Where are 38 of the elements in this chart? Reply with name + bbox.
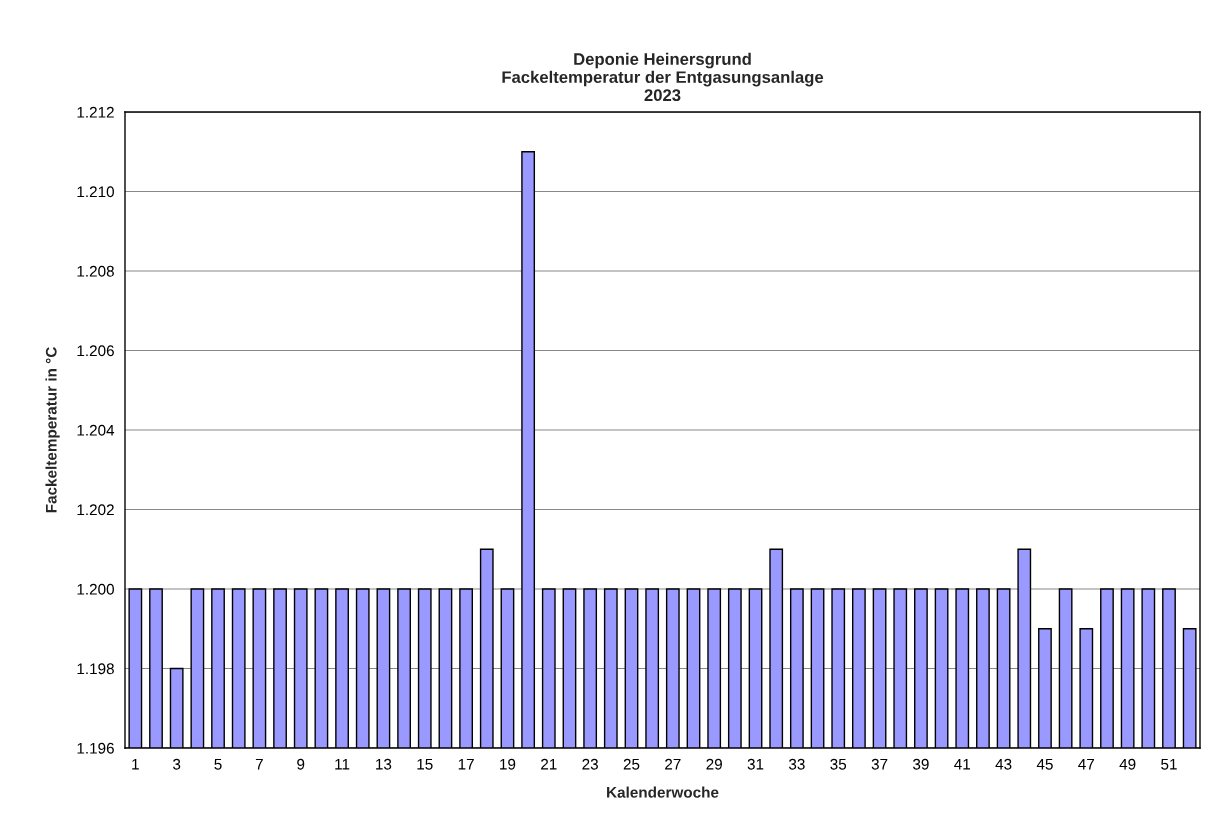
- x-tick-label: 15: [417, 758, 433, 770]
- x-tick-label: 47: [1078, 758, 1095, 770]
- x-tick-label: 17: [458, 758, 474, 770]
- x-tick-label: 35: [830, 758, 847, 770]
- x-tick-label: 21: [541, 758, 557, 770]
- x-tick-label: 1: [132, 758, 139, 770]
- x-tick-label: 3: [173, 758, 181, 770]
- y-tick-label: 1.196: [77, 742, 114, 754]
- x-tick-label: 11: [335, 758, 350, 770]
- x-tick-label: 51: [1161, 758, 1177, 770]
- y-tick-label: 1.202: [77, 504, 114, 516]
- y-tick-label: 1.212: [77, 106, 114, 118]
- x-tick-label: 37: [871, 758, 888, 770]
- x-tick-label: 33: [788, 758, 805, 770]
- y-axis-title: Fackeltemperatur in °C: [45, 347, 60, 513]
- y-tick-label: 1.204: [77, 424, 115, 436]
- x-axis-title: Kalenderwoche: [607, 786, 719, 798]
- x-tick-label: 29: [706, 758, 722, 770]
- x-tick-label: 39: [913, 758, 929, 770]
- x-tick-label: 41: [954, 758, 971, 770]
- x-tick-label: 49: [1119, 758, 1136, 770]
- y-tick-label: 1.208: [77, 265, 114, 277]
- y-tick-label: 1.210: [77, 186, 114, 198]
- x-tick-label: 31: [747, 758, 764, 770]
- y-tick-label: 1.200: [77, 583, 114, 595]
- x-tick-label: 19: [500, 758, 516, 770]
- y-tick-label: 1.206: [77, 345, 114, 357]
- x-tick-label: 5: [214, 758, 222, 770]
- x-tick-label: 27: [665, 758, 681, 770]
- x-tick-label: 9: [297, 758, 305, 770]
- y-tick-label: 1.198: [77, 663, 114, 675]
- x-tick-label: 25: [623, 758, 640, 770]
- x-tick-label: 45: [1036, 758, 1053, 770]
- x-tick-label: 7: [255, 758, 263, 770]
- chart-title: Deponie Heinersgrund Fackeltemperatur der Entgasungsanlage 2023: [502, 52, 824, 102]
- x-tick-label: 13: [376, 758, 392, 770]
- x-tick-label: 43: [995, 758, 1012, 770]
- x-tick-label: 23: [582, 758, 598, 770]
